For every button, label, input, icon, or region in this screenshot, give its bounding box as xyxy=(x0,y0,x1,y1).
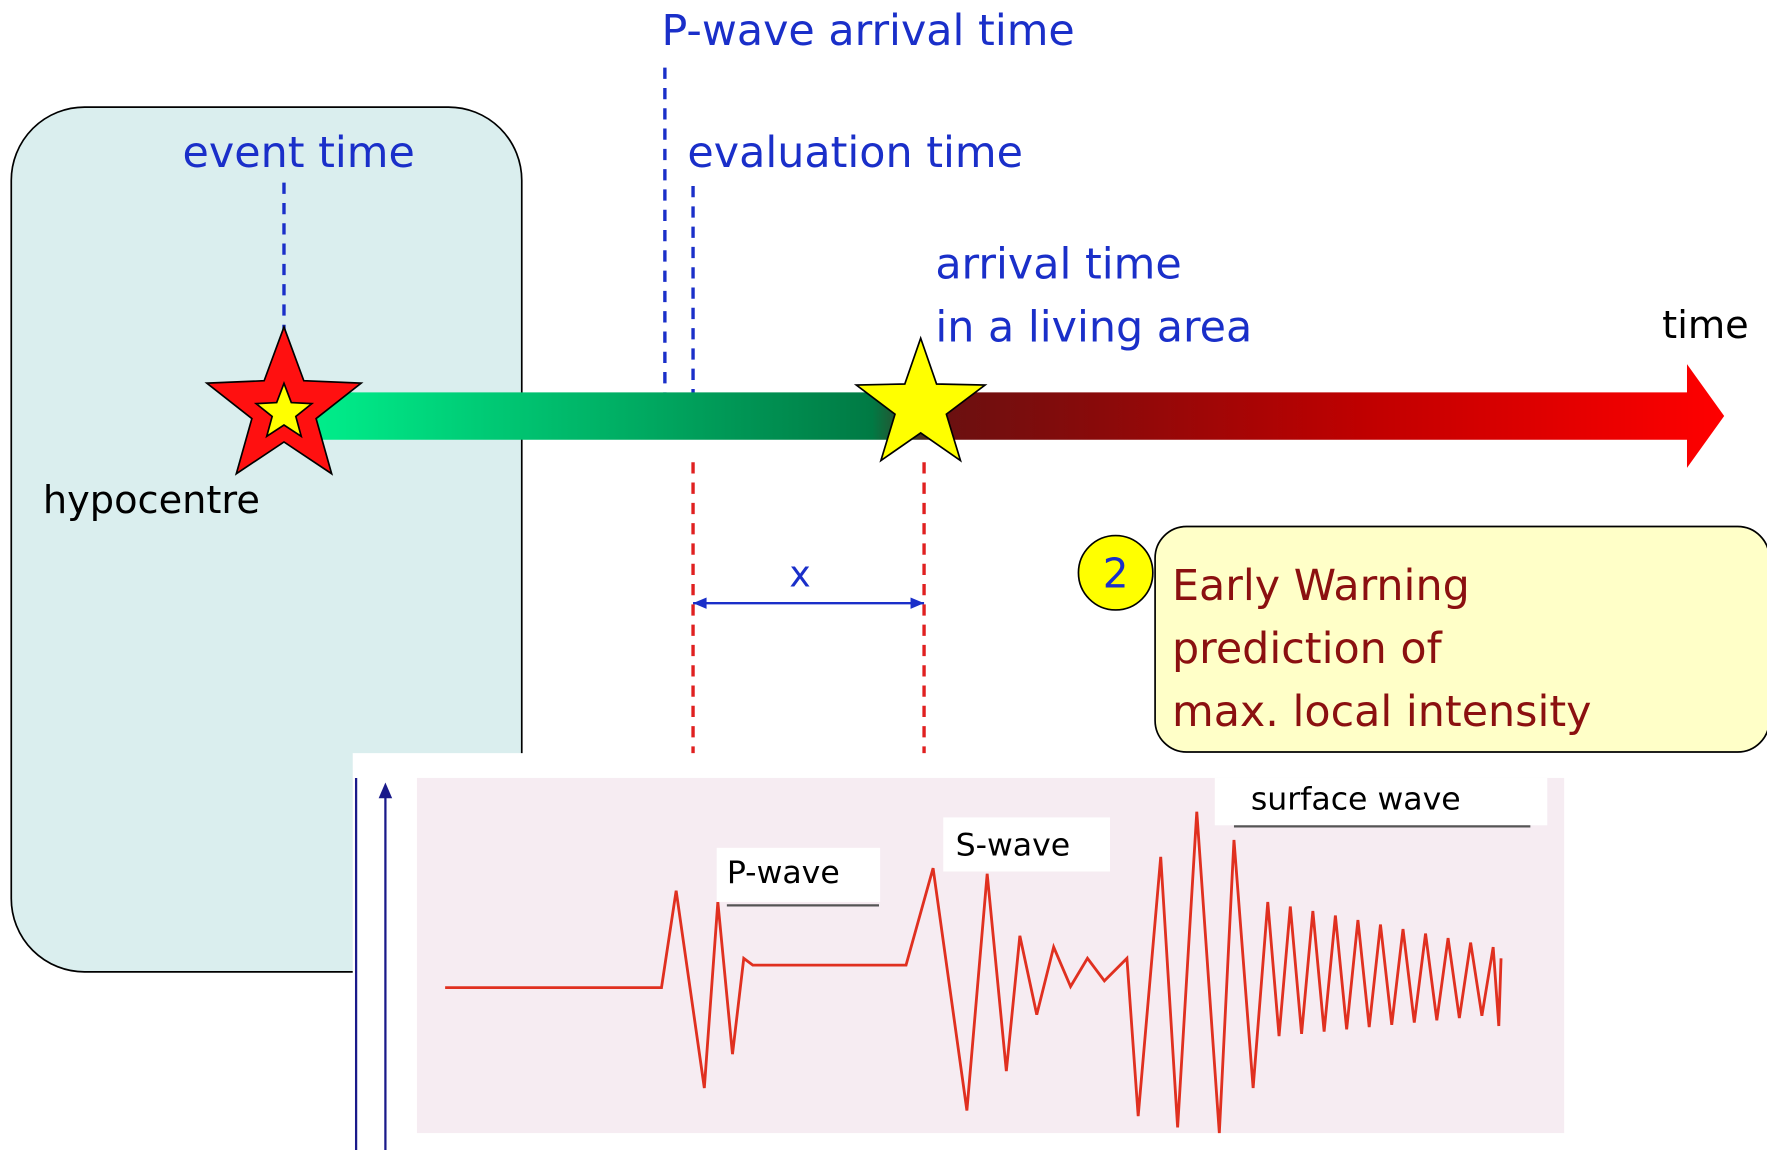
surface-wave-label: surface wave xyxy=(1251,782,1461,818)
x-label: x xyxy=(789,553,810,595)
arrival-time-label: arrival time xyxy=(935,239,1181,289)
s-wave-label: S-wave xyxy=(956,828,1071,864)
time-label: time xyxy=(1662,303,1749,348)
arrival-time-label: in a living area xyxy=(935,303,1252,353)
callout-number: 2 xyxy=(1103,549,1129,597)
callout-title: Early Warning xyxy=(1172,561,1470,611)
callout-text: max. local intensity xyxy=(1172,687,1592,737)
event-time-label: event time xyxy=(183,128,415,178)
hypocentre-label: hypocentre xyxy=(43,478,260,523)
callout-text: prediction of xyxy=(1172,624,1443,674)
page: {"labels": {"p_wave_arrival": "P-wave ar… xyxy=(0,0,1767,1150)
p-wave-label: P-wave xyxy=(727,855,840,891)
star xyxy=(856,338,985,460)
arrow-head xyxy=(911,598,925,609)
diagram: 2 Early Warning prediction of max. local… xyxy=(0,0,1767,1150)
p-wave-arrival-label: P-wave arrival time xyxy=(661,6,1074,56)
evaluation-time-label: evaluation time xyxy=(687,128,1023,178)
arrow-head xyxy=(693,598,707,609)
